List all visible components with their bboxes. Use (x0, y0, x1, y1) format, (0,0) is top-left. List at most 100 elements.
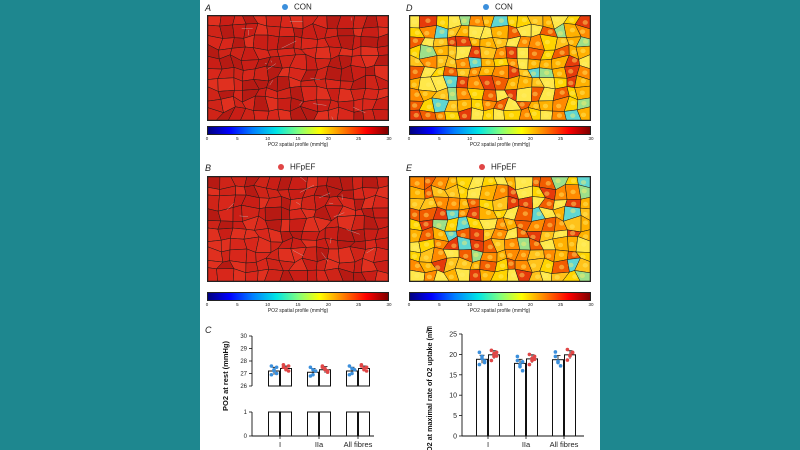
fibre-core (582, 201, 589, 207)
fibre-core (414, 30, 421, 35)
fibre-cell (469, 269, 482, 281)
fibre-cell (327, 106, 340, 120)
fibre-core (449, 59, 456, 65)
fibre-core (534, 251, 541, 257)
capillary-line (313, 103, 327, 106)
panel-letter-f: F (426, 325, 432, 335)
fibre-core (473, 263, 479, 269)
fibre-core (519, 50, 526, 56)
fibre-core (569, 224, 575, 229)
hfpef-dot-icon (278, 163, 284, 170)
fibre-cell (337, 106, 355, 120)
fibre-cell (266, 108, 280, 120)
fibre-core (434, 265, 441, 270)
fibre-cell (539, 110, 553, 120)
fibre-core (459, 49, 466, 55)
heatmap-a-graphic (208, 16, 388, 120)
data-point (325, 369, 330, 373)
fibre-core (544, 80, 550, 86)
fibre-core (544, 70, 550, 76)
data-point (568, 353, 572, 358)
fibre-core (488, 93, 494, 98)
y-tick-label: 29 (240, 347, 247, 353)
fibre-core (474, 18, 481, 24)
legend-hfpef-e: HFpEF (479, 162, 516, 171)
bar-lower-segment (358, 411, 370, 437)
fibre-core (500, 188, 506, 193)
fibre-core (435, 102, 441, 108)
colorbar-tick-label: 10 (467, 302, 473, 307)
fibre-core (555, 60, 561, 66)
y-tick-label: 0 (453, 434, 457, 441)
data-point (482, 359, 487, 363)
data-point (565, 347, 570, 352)
fibre-core (582, 20, 588, 25)
fibre-core (438, 250, 444, 255)
fibre-core (449, 39, 455, 45)
data-point (480, 354, 484, 359)
fibre-core (533, 103, 539, 109)
data-point (515, 358, 520, 363)
colorbar-tick-label: 15 (497, 136, 503, 141)
fibre-core (485, 60, 491, 65)
legend-con-a: CON (282, 2, 312, 11)
fibre-core (510, 61, 516, 66)
hfpef-dot-icon (479, 163, 485, 170)
fibre-core (425, 18, 431, 24)
data-point (565, 358, 570, 362)
fibre-cell (232, 268, 247, 281)
fibre-cell (443, 268, 460, 281)
fibre-core (437, 189, 443, 194)
fibre-core (545, 263, 551, 269)
fibre-core (508, 212, 514, 218)
fibre-cell (374, 270, 388, 281)
data-point (492, 351, 496, 356)
fibre-cell (375, 16, 388, 28)
fibre-core (498, 274, 504, 279)
heatmap-d-graphic (410, 16, 590, 120)
fibre-core (448, 250, 454, 256)
fibre-core (414, 273, 420, 278)
fibre-core (472, 221, 478, 226)
fibre-cell (375, 237, 388, 251)
fibre-core (536, 211, 542, 217)
fibre-core (485, 101, 491, 107)
colorbar-tick-label: 25 (558, 136, 564, 141)
fibre-cell (434, 111, 447, 120)
fibre-core (461, 261, 468, 266)
fibre-core (482, 272, 488, 278)
heatmap-b (207, 176, 389, 282)
fibre-core (522, 211, 528, 216)
fibre-cell (208, 16, 222, 27)
data-point (489, 348, 494, 353)
fibre-core (542, 273, 549, 279)
fibre-core (473, 49, 480, 55)
fibre-core (535, 80, 541, 85)
fibre-cell (578, 184, 590, 200)
fibre-core (532, 91, 538, 97)
fibre-core (496, 111, 502, 117)
y-tick-label: 30 (240, 334, 247, 340)
fibre-core (497, 103, 503, 109)
data-point (311, 367, 315, 372)
fibre-core (568, 80, 574, 86)
colorbar-tick-label: 15 (295, 136, 301, 141)
heatmap-a (207, 15, 389, 121)
colorbar-e (409, 292, 591, 301)
fibre-core (521, 30, 527, 35)
fibre-core (535, 41, 541, 47)
data-point (323, 366, 327, 371)
fibre-core (554, 17, 560, 22)
fibre-core (498, 59, 504, 65)
fibre-core (572, 274, 578, 279)
fibre-core (544, 39, 551, 45)
capillary-line (310, 77, 321, 81)
fibre-core (414, 58, 420, 64)
fibre-core (483, 19, 490, 25)
fibre-core (530, 234, 536, 240)
data-point (477, 362, 482, 367)
fibre-core (426, 274, 433, 280)
fibre-core (448, 231, 454, 237)
fibre-core (536, 189, 542, 195)
y-tick-label: 25 (449, 332, 457, 339)
